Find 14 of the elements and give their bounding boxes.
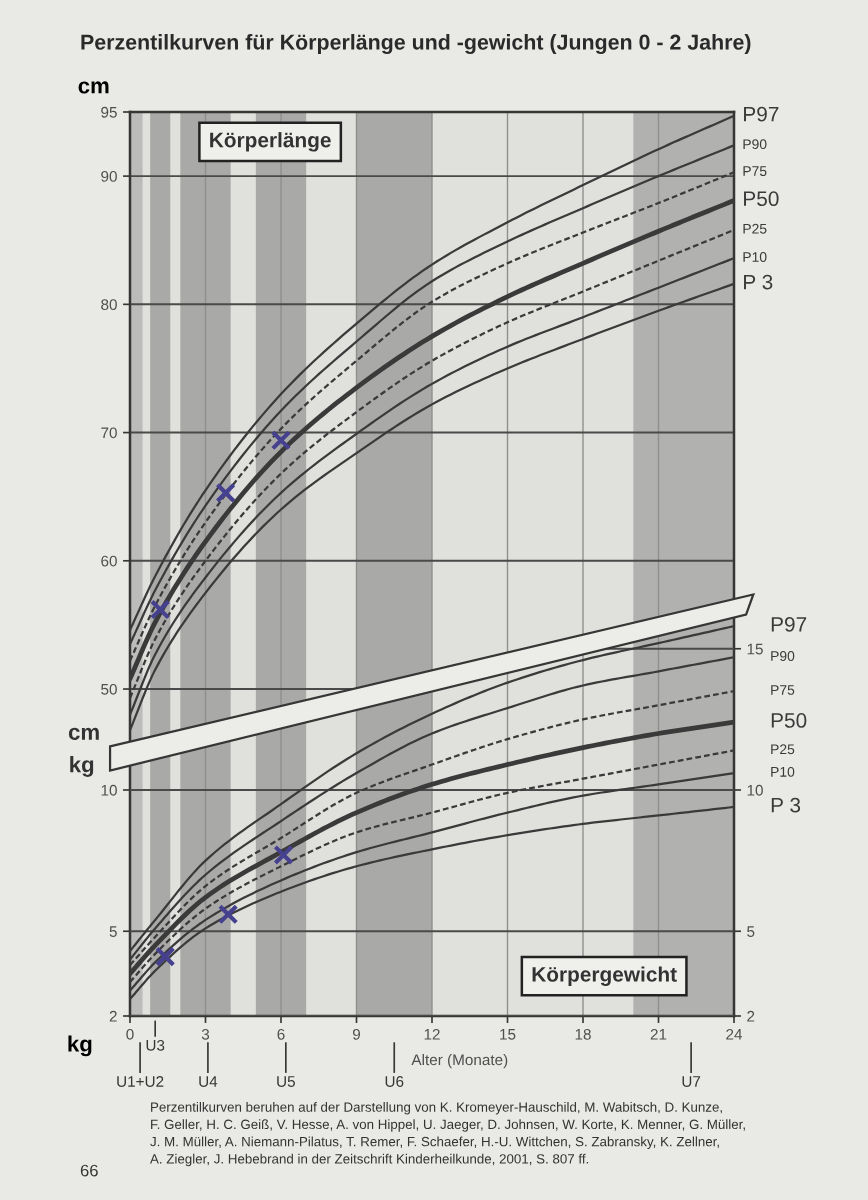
- series-label: P 3: [744, 274, 773, 290]
- series-label: P50: [744, 191, 779, 207]
- series-label: P50: [771, 713, 807, 728]
- annotation: Körpergewicht: [532, 966, 677, 986]
- y3-axis-title: kg: [68, 1035, 92, 1057]
- chart-title: Perzentilkurven für Körperlänge und -gewicht (Jungen 0 - 2 Jahre): [81, 33, 751, 55]
- y-axis-title: cm: [78, 81, 109, 94]
- series-label: P 3: [771, 797, 801, 813]
- annotation: Körperlänge: [210, 132, 331, 152]
- series-label: P97: [771, 616, 807, 632]
- series-label: P97: [744, 106, 779, 122]
- text: kg: [70, 756, 94, 777]
- text: cm: [68, 727, 99, 740]
- text: 66: [80, 1164, 98, 1177]
